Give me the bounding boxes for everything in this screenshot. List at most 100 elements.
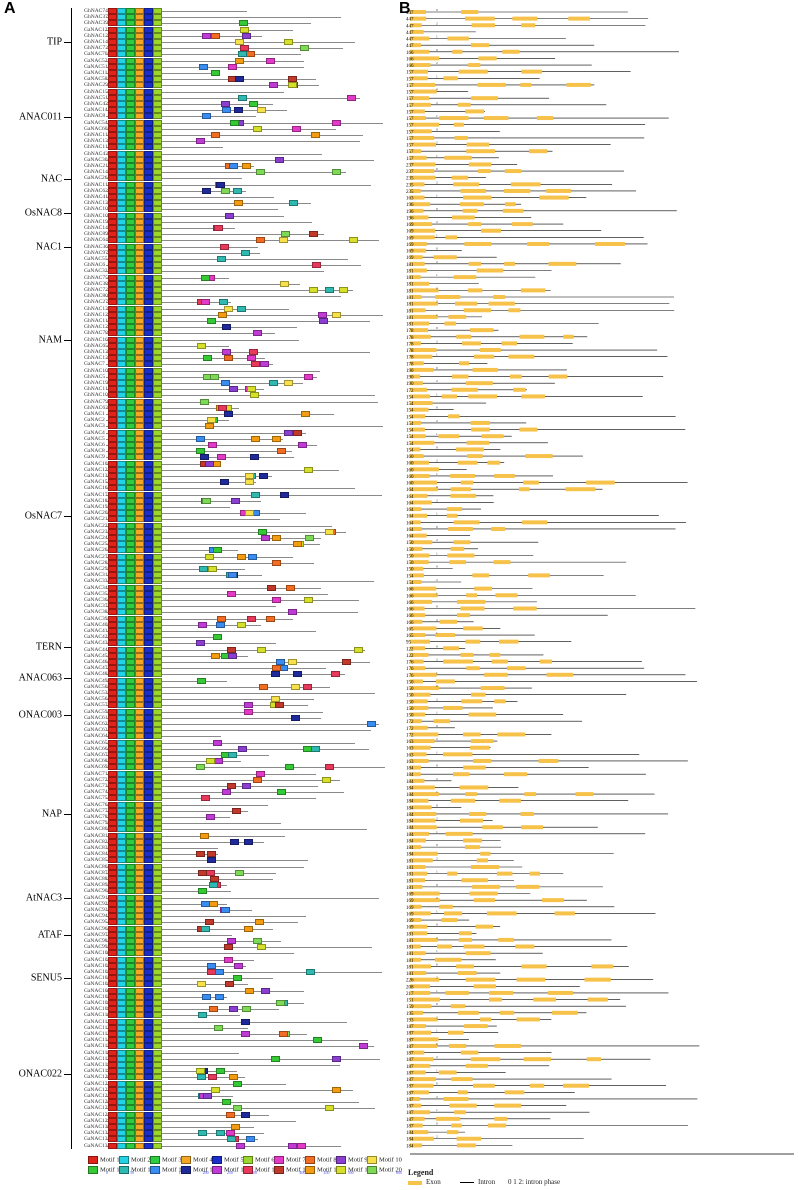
- motif-block: [126, 355, 135, 362]
- sequence-line: [106, 1071, 237, 1073]
- motif-block: [126, 138, 135, 145]
- motif-block: [117, 206, 126, 213]
- gene-label: GaNAC126: [84, 1099, 120, 1105]
- motif-block: [135, 1012, 144, 1019]
- motif-block: [126, 690, 135, 696]
- motif-block: [153, 76, 162, 83]
- motif-block: [211, 70, 220, 76]
- structure-length: 235: [406, 183, 414, 188]
- motif-block: [108, 832, 117, 839]
- motif-block: [144, 597, 153, 603]
- gene-label: GaNAC72: [84, 777, 120, 783]
- motif-block: [224, 944, 233, 951]
- motif-block: [108, 1000, 117, 1006]
- motif-block: [126, 8, 135, 14]
- structure-length: 181: [406, 276, 414, 281]
- motif-block: [253, 125, 262, 132]
- motif-block: [153, 528, 162, 535]
- exon-block: [410, 785, 435, 790]
- motif-block: [117, 659, 126, 665]
- motif-block: [288, 659, 297, 665]
- motif-block: [153, 181, 162, 188]
- motif-block: [272, 665, 281, 672]
- exon-block: [410, 96, 430, 101]
- motif-block: [144, 913, 153, 920]
- motif-block: [108, 150, 117, 157]
- motif-block: [207, 318, 216, 324]
- sequence-line: [106, 54, 301, 56]
- motif-block: [108, 361, 117, 368]
- group-tick: [64, 1074, 72, 1076]
- motif-block: [126, 256, 135, 262]
- structure-length: 163: [406, 760, 414, 765]
- motif-block: [153, 249, 162, 256]
- sequence-line: [106, 97, 360, 99]
- motif-block: [144, 584, 153, 591]
- exon-block: [410, 792, 439, 797]
- motif-block: [117, 907, 126, 913]
- sequence-line: [106, 662, 370, 663]
- motif-block: [135, 783, 144, 789]
- motif-block: [108, 1086, 117, 1093]
- group-tick: [64, 339, 72, 341]
- motif-block: [135, 659, 144, 665]
- motif-block: [135, 113, 144, 120]
- motif-block: [108, 491, 117, 498]
- structure-length: 166: [406, 601, 414, 606]
- motif-block: [153, 869, 162, 876]
- motif-block: [135, 640, 144, 647]
- sequence-line: [106, 203, 311, 205]
- sequence-line: [106, 296, 341, 298]
- structure-length: 184: [406, 793, 414, 798]
- motif-block: [135, 423, 144, 430]
- structure-length: 184: [406, 780, 414, 785]
- exon-block: [410, 659, 424, 664]
- gene-label: GaNAC101: [84, 957, 120, 963]
- gene-label: GhNAC111: [84, 144, 120, 150]
- motif-block: [108, 355, 117, 362]
- motif-block: [249, 349, 258, 355]
- motif-block: [256, 169, 265, 176]
- exon-block: [509, 374, 522, 379]
- motif-block: [135, 429, 144, 436]
- sequence-line: [106, 984, 248, 986]
- sequence-line: [106, 345, 229, 347]
- motif-block: [211, 652, 220, 659]
- motif-block: [117, 504, 126, 510]
- motif-swatch: [119, 1156, 129, 1164]
- exon-block: [496, 871, 513, 876]
- sequence-line: [106, 265, 361, 267]
- motif-block: [153, 1024, 162, 1031]
- motif-block: [135, 175, 144, 182]
- structure-length: 181: [406, 972, 414, 977]
- gene-label: GaNAC47: [84, 665, 120, 671]
- sequence-line: [106, 910, 252, 911]
- sequence-line: [106, 631, 316, 632]
- motif-block: [153, 559, 162, 566]
- motif-block: [196, 138, 205, 145]
- motif-block: [117, 187, 126, 194]
- exon-block: [586, 480, 615, 485]
- motif-block: [108, 1130, 117, 1137]
- structure-length: 166: [406, 588, 414, 593]
- motif-block: [135, 975, 144, 982]
- exon-block: [410, 1017, 438, 1022]
- intron-phase: 1: [436, 909, 438, 913]
- motif-block: [108, 826, 117, 833]
- gene-label: GaNAC61: [84, 715, 120, 721]
- exon-block: [410, 599, 433, 604]
- motif-block: [135, 1130, 144, 1137]
- intron-phase: 2: [436, 1055, 438, 1059]
- group-bracket: [71, 268, 82, 411]
- sequence-line: [106, 1040, 368, 1042]
- motif-block: [144, 119, 153, 126]
- gene-label: GhNAC65: [84, 343, 120, 349]
- exon-block: [410, 699, 428, 704]
- motif-block: [126, 801, 135, 808]
- gene-label: GhNAC41: [84, 194, 120, 200]
- motif-block: [153, 801, 162, 808]
- motif-block: [301, 411, 310, 417]
- motif-block: [144, 398, 153, 405]
- motif-block: [135, 553, 144, 560]
- motif-block: [144, 373, 153, 380]
